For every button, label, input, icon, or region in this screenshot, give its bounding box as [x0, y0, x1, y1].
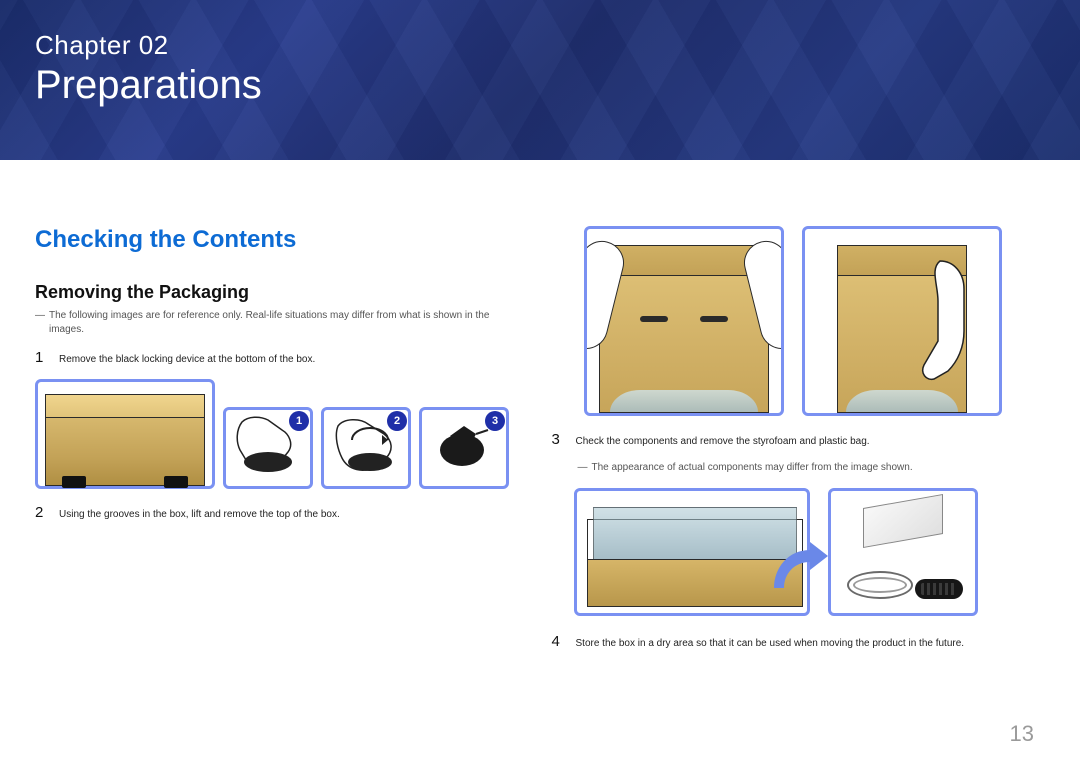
- step-3: 3 Check the components and remove the st…: [552, 432, 1035, 449]
- step-3-number: 3: [552, 432, 566, 447]
- badge-2: 2: [387, 411, 407, 431]
- plastic-bag-icon: [593, 507, 797, 567]
- sub-heading: Removing the Packaging: [35, 282, 518, 303]
- chapter-header: Chapter 02 Preparations: [0, 0, 1080, 160]
- step-2-number: 2: [35, 505, 49, 520]
- lock-right-icon: [164, 476, 188, 488]
- step-4: 4 Store the box in a dry area so that it…: [552, 634, 1035, 651]
- badge-3: 3: [485, 411, 505, 431]
- cardboard-box-icon: [45, 394, 205, 486]
- step-1-number: 1: [35, 350, 49, 365]
- figure-unlock-3: 3: [419, 407, 509, 489]
- note-components-differ: The appearance of actual components may …: [578, 461, 1035, 475]
- step-3-figures: [574, 488, 1035, 616]
- chapter-title: Preparations: [35, 63, 1045, 108]
- open-box-side-icon: [837, 245, 967, 413]
- step-1-text: Remove the black locking device at the b…: [59, 350, 315, 367]
- lock-left-icon: [62, 476, 86, 488]
- figure-components: [828, 488, 978, 616]
- figure-lift-box-side: [802, 226, 1002, 416]
- page-content: Checking the Contents Removing the Packa…: [0, 168, 1080, 663]
- manual-sheet-icon: [863, 494, 943, 548]
- chapter-label: Chapter 02: [35, 30, 1045, 61]
- cable-icon: [847, 571, 913, 599]
- arm-left-icon: [584, 236, 629, 353]
- hand-grip-icon: [920, 256, 980, 386]
- right-column: 3 Check the components and remove the st…: [552, 226, 1035, 663]
- step-2: 2 Using the grooves in the box, lift and…: [35, 505, 518, 522]
- figure-unlock-2: 2: [321, 407, 411, 489]
- page-number: 13: [1010, 721, 1034, 747]
- step-3-text: Check the components and remove the styr…: [576, 432, 870, 449]
- note-reference-only: The following images are for reference o…: [35, 309, 518, 336]
- section-heading: Checking the Contents: [35, 226, 518, 254]
- figure-closed-box: [35, 379, 215, 489]
- figure-lift-box-front: [584, 226, 784, 416]
- figure-tray-wrap: [574, 488, 810, 616]
- step-4-number: 4: [552, 634, 566, 649]
- arm-right-icon: [739, 236, 784, 353]
- remote-control-icon: [915, 579, 963, 599]
- arrow-right-icon: [770, 542, 830, 592]
- left-column: Checking the Contents Removing the Packa…: [35, 226, 518, 663]
- badge-1: 1: [289, 411, 309, 431]
- step-2-figures: [552, 226, 1035, 416]
- step-1: 1 Remove the black locking device at the…: [35, 350, 518, 367]
- step-2-text: Using the grooves in the box, lift and r…: [59, 505, 340, 522]
- step-4-text: Store the box in a dry area so that it c…: [576, 634, 965, 651]
- open-box-front-icon: [599, 245, 769, 413]
- step-1-figures: 1 2: [35, 379, 518, 489]
- figure-unlock-1: 1: [223, 407, 313, 489]
